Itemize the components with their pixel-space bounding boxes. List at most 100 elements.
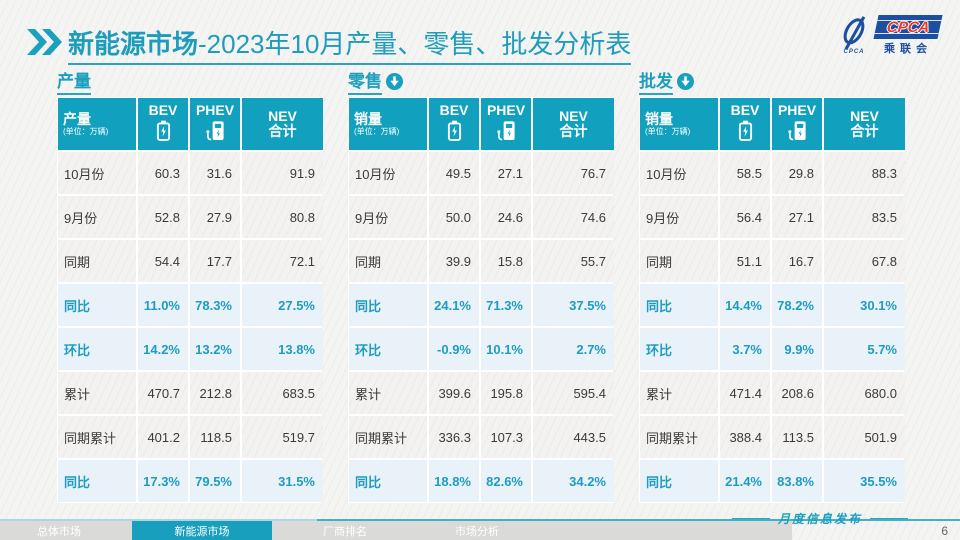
table-corner-header: 销量 (单位：万辆) [349,98,427,150]
cell-bev: 49.5 [429,152,479,194]
cell-bev: 21.4% [720,460,770,502]
footer-tab-1[interactable]: 总体市场 [37,525,81,538]
cell-bev: 54.4 [138,240,188,282]
row-label: 同期累计 [640,416,718,458]
col-phev-label: PHEV [195,101,235,118]
table-section: 批发 销量 (单位：万辆) BEV [639,67,905,503]
cell-nev: 13.8% [242,328,323,370]
section-title-label: 产量 [57,67,91,95]
cell-phev: 208.6 [772,372,822,414]
table-corner-label: 销量 [645,110,673,127]
col-header-bev: BEV [720,98,770,150]
col-nev-line2: 合计 [559,123,588,139]
col-nev-line2: 合计 [850,123,879,139]
cell-nev: 501.9 [824,416,905,458]
table-section: 产量 产量 (单位：万辆) BEV [57,67,323,503]
col-bev-label: BEV [439,101,469,118]
col-phev-label: PHEV [486,101,526,118]
section-title-label: 批发 [639,67,673,95]
down-arrow-icon [386,72,403,90]
row-label: 10月份 [640,152,718,194]
col-header-phev: PHEV [481,98,531,150]
cell-bev: 401.2 [138,416,188,458]
row-label: 10月份 [349,152,427,194]
cell-phev: 31.6 [190,152,240,194]
cell-phev: 79.5% [190,460,240,502]
publication-text: 月度信息发布 [777,512,862,526]
table-corner-unit: (单位：万辆) [354,126,400,136]
cell-nev: 88.3 [824,152,905,194]
double-chevron-icon [26,28,62,61]
table-corner-unit: (单位：万辆) [645,126,691,136]
section-title: 批发 [639,67,904,95]
cell-phev: 17.7 [190,240,240,282]
row-label: 同比 [640,460,718,502]
col-header-nev: NEV 合计 [533,98,614,150]
battery-icon [447,120,462,146]
data-table: 销量 (单位：万辆) BEV PHEV [639,97,905,503]
row-label: 同期 [58,240,136,282]
row-label: 同比 [349,460,427,502]
col-header-nev: NEV 合计 [242,98,323,150]
cell-nev: 519.7 [242,416,323,458]
cell-nev: 67.8 [824,240,905,282]
footer-divider-line [0,519,960,521]
cell-phev: 15.8 [481,240,531,282]
row-label: 环比 [349,328,427,370]
section-title: 产量 [57,67,322,95]
section-title-label: 零售 [348,67,382,95]
cpca-logo: CPCA CPCA 乘联会 [836,15,943,56]
cell-phev: 107.3 [481,416,531,458]
logo-badge: CPCA [873,15,943,39]
cell-bev: 336.3 [429,416,479,458]
tables-region: 产量 产量 (单位：万辆) BEV [57,67,905,503]
cell-phev: 71.3% [481,284,531,326]
data-table: 产量 (单位：万辆) BEV PHEV [57,97,323,503]
footer-tab-2[interactable]: 新能源市场 [132,521,272,540]
footer-tab-4[interactable]: 市场分析 [455,525,499,538]
col-nev-line1: NEV [850,108,879,124]
cell-phev: 195.8 [481,372,531,414]
row-label: 同比 [640,284,718,326]
col-bev-label: BEV [730,101,760,118]
footer-tab-3[interactable]: 厂商排名 [323,525,367,538]
data-table: 销量 (单位：万辆) BEV PHEV [348,97,614,503]
row-label: 同期 [349,240,427,282]
cell-bev: 50.0 [429,196,479,238]
dash-right [870,518,908,519]
cell-bev: 60.3 [138,152,188,194]
cell-bev: 399.6 [429,372,479,414]
col-nev-line1: NEV [268,108,297,124]
row-label: 同比 [58,460,136,502]
cell-nev: 80.8 [242,196,323,238]
cell-nev: 37.5% [533,284,614,326]
cell-phev: 24.6 [481,196,531,238]
cell-nev: 83.5 [824,196,905,238]
cell-nev: 34.2% [533,460,614,502]
cell-bev: 471.4 [720,372,770,414]
row-label: 累计 [58,372,136,414]
row-label: 9月份 [640,196,718,238]
battery-icon [738,120,753,146]
charger-icon [496,120,517,146]
cell-nev: 680.0 [824,372,905,414]
cell-phev: 16.7 [772,240,822,282]
logo-small-text: CPCA [843,49,865,55]
row-label: 环比 [640,328,718,370]
charger-icon [787,120,808,146]
cell-nev: 27.5% [242,284,323,326]
row-label: 累计 [349,372,427,414]
row-label: 同期累计 [349,416,427,458]
col-header-nev: NEV 合计 [824,98,905,150]
col-header-bev: BEV [138,98,188,150]
row-label: 同期累计 [58,416,136,458]
cell-phev: 113.5 [772,416,822,458]
cell-phev: 9.9% [772,328,822,370]
cell-bev: 14.4% [720,284,770,326]
logo-badge-group: CPCA 乘联会 [873,15,943,56]
cell-bev: 11.0% [138,284,188,326]
cell-phev: 27.1 [772,196,822,238]
cell-bev: -0.9% [429,328,479,370]
down-arrow-icon [677,72,694,90]
row-label: 同比 [58,284,136,326]
